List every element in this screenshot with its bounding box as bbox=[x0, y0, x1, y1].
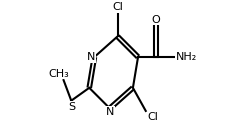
Text: NH₂: NH₂ bbox=[176, 52, 197, 62]
Text: Cl: Cl bbox=[112, 2, 123, 12]
Text: Cl: Cl bbox=[147, 112, 158, 122]
Text: N: N bbox=[106, 107, 114, 117]
Text: CH₃: CH₃ bbox=[48, 69, 69, 79]
Text: S: S bbox=[68, 102, 75, 112]
Text: O: O bbox=[152, 15, 161, 25]
Text: N: N bbox=[87, 52, 95, 62]
